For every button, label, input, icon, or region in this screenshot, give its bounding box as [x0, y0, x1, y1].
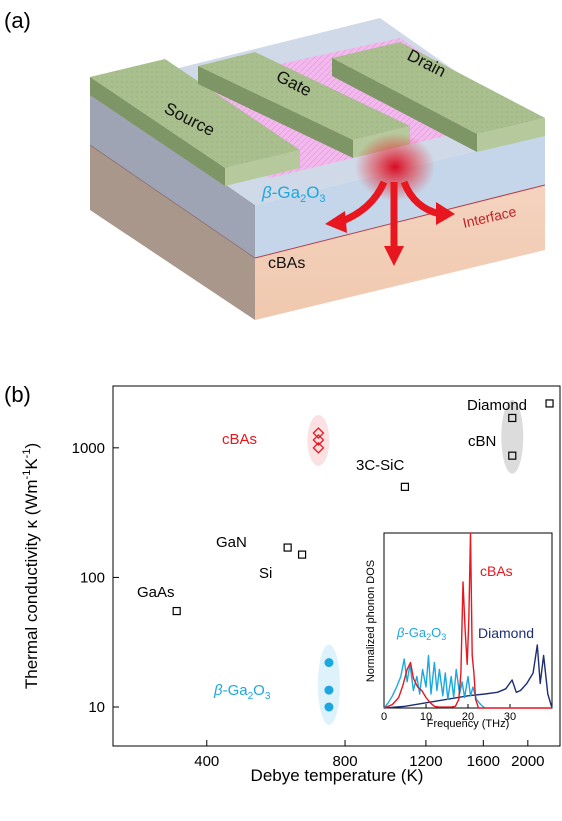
interface-line [254, 184, 546, 259]
label-gaas: GaAs [137, 584, 175, 601]
inset-x-tick-label: 0 [381, 711, 387, 723]
panel-a-device-schematic: (a) Source Gat [4, 8, 546, 320]
inset-x-label: Frequency (THz) [427, 718, 510, 730]
data-point-square [297, 550, 307, 559]
heat-arrow-right [400, 180, 441, 218]
group-shade [501, 399, 524, 474]
data-point-square [545, 399, 554, 408]
inset-series-line [383, 654, 486, 709]
x-tick-label: 800 [333, 753, 358, 770]
panel-a-label: (a) [4, 8, 31, 33]
data-point-circle [324, 658, 334, 668]
inset-legend-cbas: cBAs [480, 563, 513, 579]
x-tick-label: 1600 [467, 753, 500, 770]
data-point-square [508, 451, 517, 460]
inset-y-label: Normalized phonon DOS [365, 560, 377, 682]
heat-arrow-left-head [325, 211, 347, 233]
y-tick-label: 1000 [72, 440, 105, 457]
data-point-square [172, 606, 181, 616]
label-ga2o3: β-Ga2O3 [213, 682, 271, 702]
data-point-diamond [312, 427, 325, 439]
data-point-square [283, 543, 292, 552]
heat-flow-arrows [325, 180, 455, 266]
data-point-circle [324, 702, 334, 712]
inset-x-tick-label: 20 [462, 711, 474, 723]
inset-legend-diamond: Diamond [478, 625, 534, 641]
cbas-substrate-label: cBAs [268, 255, 305, 272]
inset-x-tick-label: 10 [420, 711, 432, 723]
label-cbas: cBAs [222, 431, 257, 448]
label-diamond: Diamond [467, 397, 527, 414]
group-shade [307, 415, 330, 466]
drain-electrode [332, 42, 545, 152]
data-point-circle [324, 685, 334, 695]
plot-frame [112, 385, 561, 747]
y-axis-label: Thermal conductivity κ (Wm-1K-1) [21, 443, 41, 689]
x-tick-label: 1200 [409, 753, 442, 770]
label-si: Si [259, 565, 272, 582]
inset-legend-ga2o3: β-Ga2O3 [396, 625, 446, 642]
source-electrode [90, 59, 300, 186]
heat-arrow-right-head [436, 202, 455, 225]
data-point-square [400, 482, 410, 491]
inset-axes: 0 10 20 30 [381, 704, 516, 723]
main-marks [172, 399, 554, 725]
inset-x-tick-label: 30 [504, 711, 516, 723]
label-3c-sic: 3C-SiC [356, 457, 405, 474]
inset-phonon-dos: 0 10 20 30 Frequency (THz) Normalized phono… [365, 532, 553, 730]
label-gan: GaN [216, 534, 247, 551]
data-point-square [508, 413, 517, 423]
label-cbn: cBN [468, 433, 496, 450]
ga2o3-left-face [90, 90, 255, 258]
inset-series-line [383, 644, 553, 709]
y-tick-label: 100 [80, 569, 105, 586]
ga2o3-label: β-Ga2O3 [261, 183, 326, 205]
hotspot-glow [355, 133, 435, 201]
cbas-left-face [90, 145, 255, 320]
heat-arrow-down-head [384, 246, 404, 266]
data-point-diamond [312, 441, 325, 454]
x-tick-label: 2000 [511, 753, 544, 770]
x-axis-label: Debye temperature (K) [251, 766, 424, 785]
inset-series-line [383, 532, 552, 709]
interface-line-left [89, 144, 256, 259]
x-tick-label: 400 [194, 753, 219, 770]
panel-b-label: (b) [4, 382, 31, 407]
y-tick-label: 10 [88, 699, 105, 716]
inset-lines [383, 532, 553, 709]
data-point-diamond [312, 434, 325, 446]
group-shade [317, 644, 340, 725]
